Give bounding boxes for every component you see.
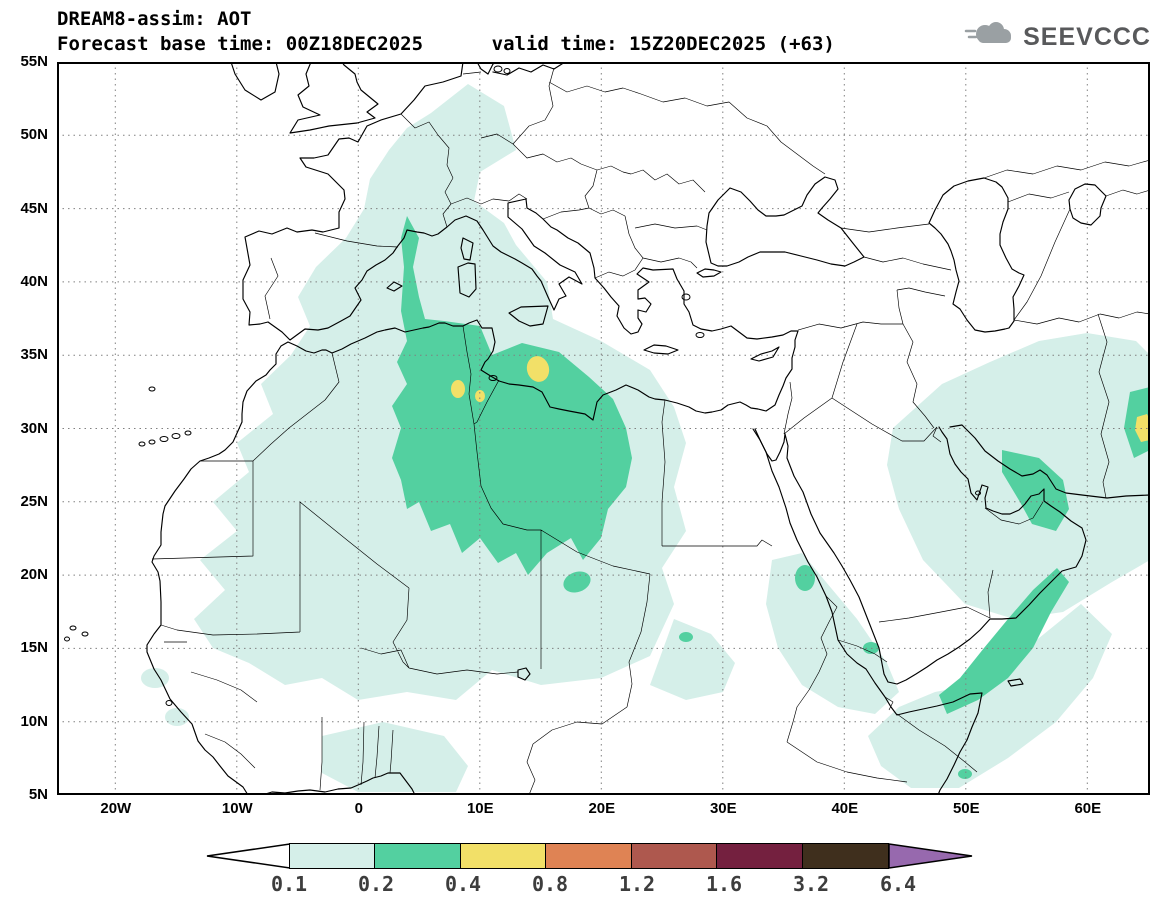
colorbar-segment: [459, 843, 547, 869]
x-tick-label: 10W: [221, 800, 253, 817]
coast-britain: [289, 62, 379, 134]
island-corsica: [460, 237, 474, 261]
borders-africa: [151, 325, 978, 795]
y-tick-label: 40N: [20, 272, 48, 290]
coast-redsea-africa: [752, 428, 983, 795]
y-tick-label: 25N: [20, 492, 48, 510]
x-tick-label: 20E: [588, 800, 616, 817]
y-tick-label: 50N: [20, 126, 48, 144]
aot-colorbar: [203, 843, 976, 869]
y-tick-label: 30N: [20, 419, 48, 437]
colorbar-segment: [801, 843, 889, 869]
page-title: DREAM8-assim: AOT: [57, 8, 252, 30]
forecast-times-line: Forecast base time: 00Z18DEC2025 valid t…: [57, 33, 835, 55]
x-tick-label: 50E: [952, 800, 980, 817]
borders-europe: [264, 67, 826, 320]
y-tick-label: 15N: [20, 639, 48, 657]
y-tick-label: 35N: [20, 346, 48, 364]
aot-max-right-edge: [1135, 414, 1150, 442]
lake-chad: [517, 667, 531, 681]
coast-aral: [1068, 183, 1107, 226]
coast-ireland: [230, 62, 280, 101]
colorbar-label: 6.4: [879, 872, 917, 896]
forecast-map: [57, 62, 1150, 795]
colorbar-segment: [630, 843, 718, 869]
coastlines: [64, 62, 1150, 795]
island-crete: [643, 344, 679, 355]
coast-northsea: [380, 62, 464, 121]
x-tick-label: 10E: [466, 800, 494, 817]
y-tick-label: 45N: [20, 199, 48, 217]
aot-core-sudan-spot: [563, 571, 591, 593]
y-tick-label: 5N: [28, 786, 48, 803]
map-canvas: [57, 62, 1150, 795]
x-tick-label: 0: [354, 800, 363, 817]
aot-core-maghreb: [392, 216, 632, 575]
aot-patch-wafrica-2: [165, 708, 189, 726]
coast-iran-gulf: [949, 424, 1150, 499]
country-borders: [151, 67, 1150, 795]
seevccc-logo: SEEVCCC: [964, 18, 1151, 57]
aot-max-tunisia-2: [475, 390, 485, 402]
colorbar-label: 0.1: [270, 872, 308, 896]
y-tick-label: 20N: [20, 566, 48, 584]
island-cyprus: [750, 346, 780, 362]
cloud-icon: [964, 18, 1016, 57]
x-tick-label: 30E: [709, 800, 737, 817]
aot-plume-horn: [868, 604, 1112, 788]
island-sicily: [508, 305, 549, 327]
coast-black-sea: [705, 176, 865, 267]
map-border-frame: [57, 62, 1150, 795]
x-tick-label: 60E: [1074, 800, 1102, 817]
aot-core-redsea-spot: [795, 565, 815, 591]
coast-gulf-of-guinea: [261, 772, 416, 795]
x-tick-label: 20W: [100, 800, 132, 817]
aot-core-somalia-dot: [958, 769, 972, 779]
colorbar-segment: [374, 843, 461, 869]
borders-caucasus-asia: [783, 159, 1150, 623]
colorbar-segment: [716, 843, 803, 869]
colorbar-label: 3.2: [792, 872, 830, 896]
aot-plume-guinea: [322, 722, 468, 792]
coast-baltic: [492, 62, 566, 76]
aot-core-somalia: [939, 568, 1069, 714]
colorbar-right-arrow: [888, 843, 976, 869]
aot-shading-level-0p4: [451, 356, 1150, 442]
coast-caspian: [928, 177, 1025, 333]
aot-plume-sudan: [650, 619, 735, 700]
logo-wordmark: SEEVCCC: [1023, 23, 1151, 51]
colorbar-labels: 0.1 0.2 0.4 0.8 1.2 1.6 3.2 6.4: [203, 872, 984, 898]
island-mallorca: [386, 281, 403, 292]
colorbar-label: 1.6: [705, 872, 743, 896]
island-sardinia: [457, 262, 477, 298]
aot-shading-level-0p1: [141, 84, 1150, 792]
colorbar-label: 1.2: [618, 872, 656, 896]
y-tick-label: 55N: [20, 53, 48, 70]
aot-max-libya: [526, 356, 550, 382]
aot-max-tunisia-1: [451, 380, 465, 398]
aot-shading-level-0p2: [392, 216, 1150, 779]
colorbar-segment: [545, 843, 632, 869]
small-islands: [64, 65, 981, 706]
island-socotra: [1007, 678, 1024, 687]
coast-atlantic-med-africa: [146, 119, 799, 795]
coast-arabia: [754, 426, 1087, 685]
aot-core-hormuz: [1002, 450, 1069, 531]
aot-core-sudan-dot: [679, 632, 693, 642]
y-tick-label: 10N: [20, 712, 48, 730]
colorbar-label: 0.8: [531, 872, 569, 896]
coast-marmara: [696, 268, 722, 278]
colorbar-segments: [288, 843, 889, 869]
colorbar-segment: [288, 843, 376, 869]
colorbar-left-arrow: [203, 843, 290, 869]
aot-plume-redsea: [766, 553, 899, 714]
colorbar-label: 0.2: [357, 872, 395, 896]
colorbar-label: 0.4: [444, 872, 482, 896]
x-tick-label: 40E: [831, 800, 859, 817]
